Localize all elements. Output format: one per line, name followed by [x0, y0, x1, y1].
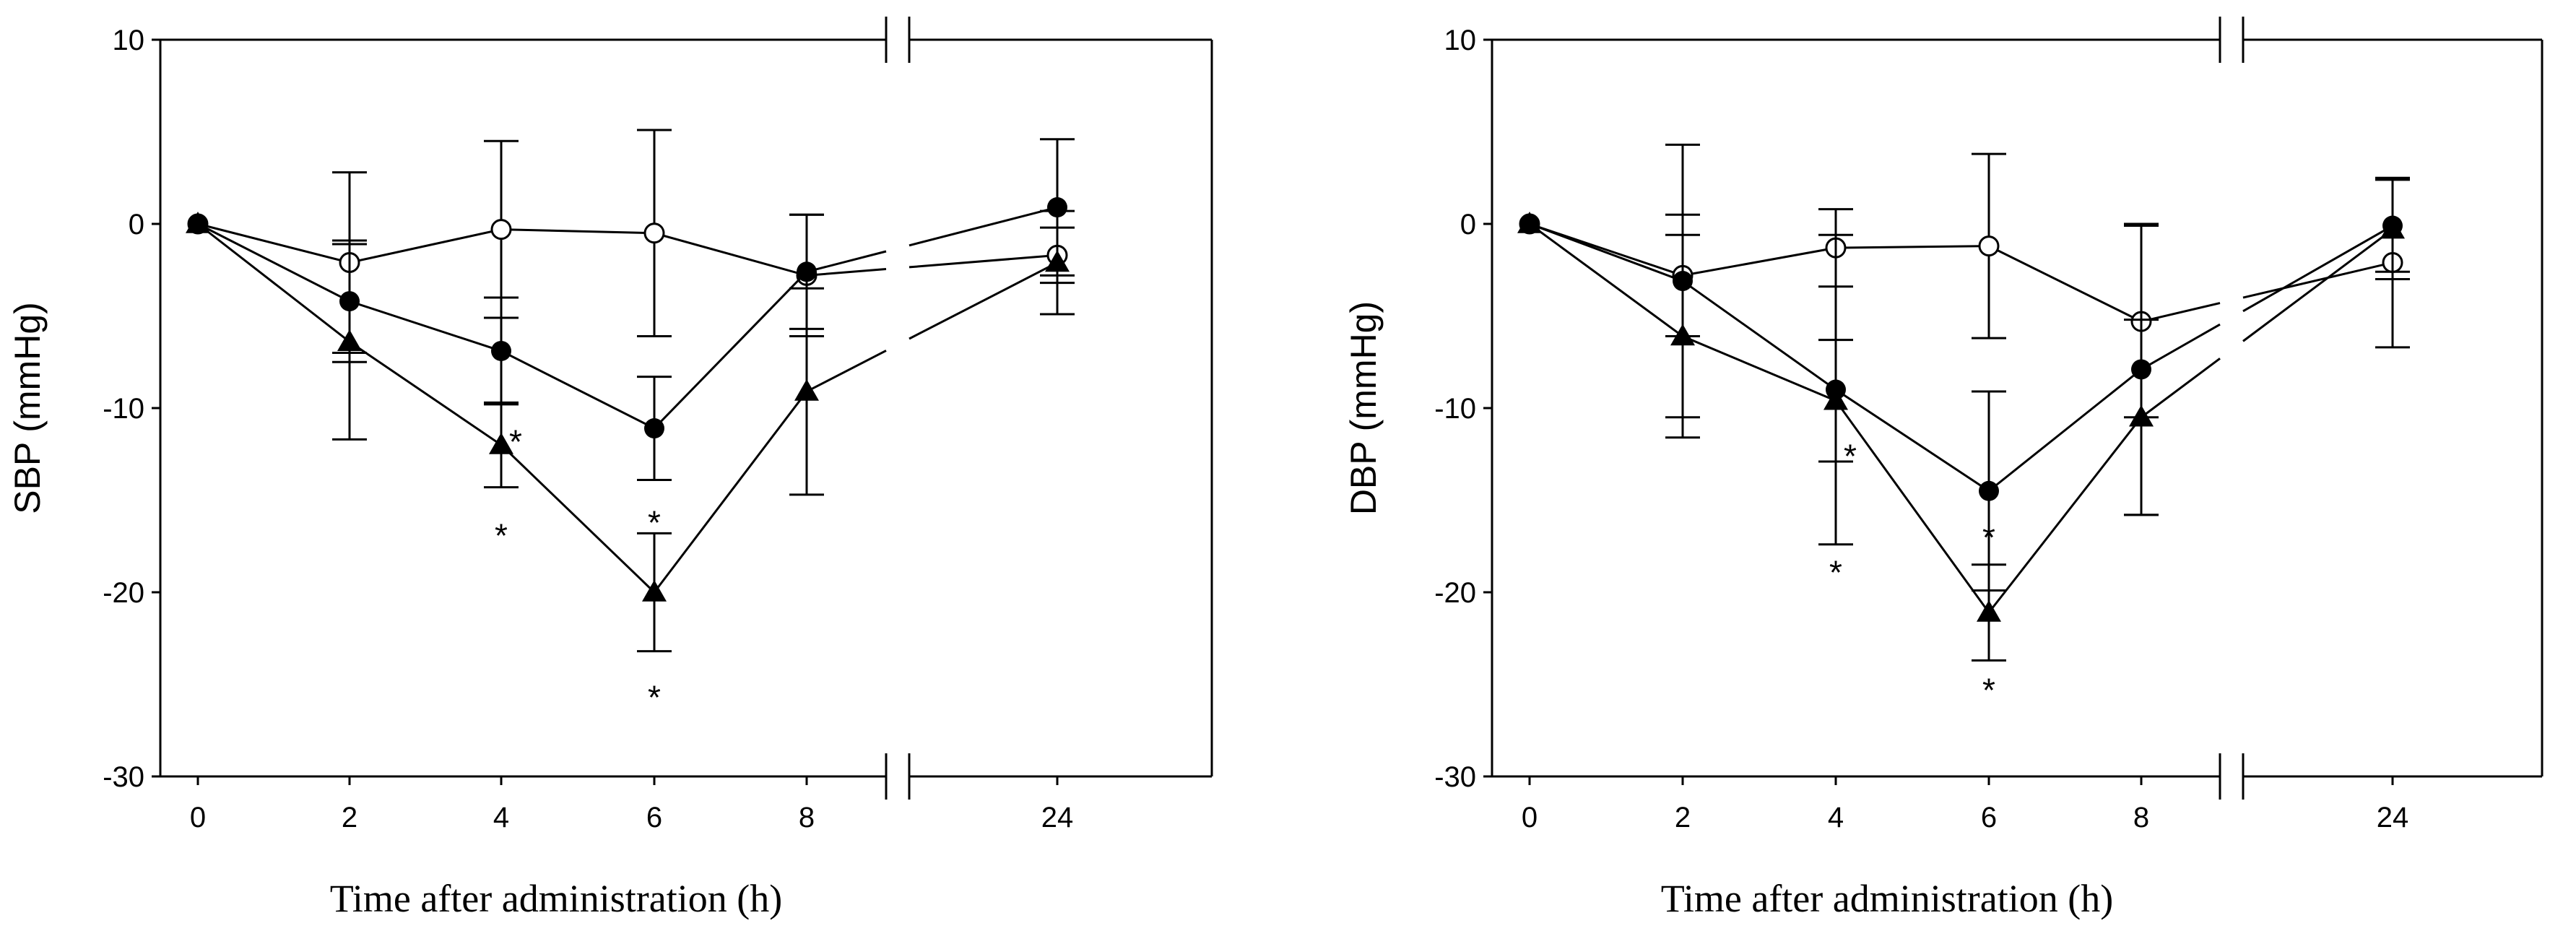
series-line: [1529, 222, 2221, 323]
series-filled-circle: [188, 138, 1075, 481]
data-point: [2129, 404, 2154, 427]
x-tick-label: 8: [2133, 802, 2149, 833]
series-line: [2242, 225, 2393, 313]
y-axis-title: SBP (mmHg): [7, 302, 48, 514]
data-point: [797, 261, 817, 282]
series-filled-triangle: [186, 209, 1075, 653]
data-point: [491, 340, 511, 361]
y-tick-label: 0: [1460, 209, 1476, 241]
y-tick-label: -30: [103, 761, 144, 793]
data-point: [1047, 197, 1067, 218]
series-line: [908, 206, 1058, 247]
y-tick-label: -10: [103, 393, 144, 425]
x-tick-label: 8: [799, 802, 815, 833]
series-line: [1529, 222, 2221, 615]
y-tick-label: -20: [1434, 577, 1476, 609]
x-tick-label: 4: [1828, 802, 1844, 833]
significance-star: *: [1829, 553, 1842, 591]
data-point: [1823, 388, 1848, 410]
x-tick-label: 24: [1041, 802, 1074, 833]
series-line: [197, 222, 887, 430]
x-tick-label: 24: [2377, 802, 2409, 833]
y-tick-label: -20: [103, 577, 144, 609]
x-tick-label: 0: [1522, 802, 1538, 833]
series-line: [2242, 261, 2393, 299]
series-filled-circle: [1519, 143, 2410, 592]
series-line: [197, 222, 887, 594]
series-line: [908, 261, 1058, 340]
data-point: [1670, 324, 1695, 346]
data-point: [644, 418, 664, 439]
data-point: [1517, 212, 1542, 233]
significance-star: *: [495, 516, 508, 554]
significance-star: *: [1982, 672, 1995, 709]
x-tick-label: 6: [646, 802, 662, 833]
x-tick-label: 2: [342, 802, 357, 833]
significance-star: *: [648, 679, 661, 716]
significance-star: *: [648, 503, 661, 541]
y-tick-label: 0: [129, 209, 144, 241]
data-point: [2380, 217, 2405, 239]
data-point: [490, 219, 512, 241]
series-line: [197, 222, 887, 277]
data-point: [1979, 480, 1999, 501]
data-point: [1045, 250, 1070, 272]
x-tick-label: 4: [493, 802, 509, 833]
x-tick-label: 2: [1675, 802, 1691, 833]
y-tick-label: -10: [1434, 393, 1476, 425]
y-tick-label: -30: [1434, 761, 1476, 793]
data-point: [489, 433, 513, 454]
data-point: [1977, 600, 2001, 622]
y-axis-title: DBP (mmHg): [1343, 301, 1384, 515]
x-axis-title: Time after administration (h): [1661, 877, 2113, 920]
significance-star: *: [1844, 438, 1857, 475]
series-line: [1529, 222, 2221, 493]
significance-star: *: [509, 423, 522, 460]
series-line: [2242, 228, 2393, 342]
data-point: [337, 329, 362, 351]
series-line: [908, 254, 1058, 269]
data-point: [794, 379, 819, 401]
data-point: [186, 212, 210, 233]
x-tick-label: 6: [1981, 802, 1997, 833]
series-open-circle: [1519, 152, 2410, 419]
data-point: [643, 222, 665, 244]
data-point: [642, 580, 667, 602]
y-tick-label: 10: [1444, 25, 1477, 56]
y-tick-label: 10: [113, 25, 145, 56]
significance-star: *: [1982, 519, 1995, 556]
x-axis-title: Time after administration (h): [330, 877, 782, 920]
data-point: [1978, 235, 2000, 257]
x-tick-label: 0: [190, 802, 206, 833]
series-filled-triangle: [1517, 178, 2410, 662]
